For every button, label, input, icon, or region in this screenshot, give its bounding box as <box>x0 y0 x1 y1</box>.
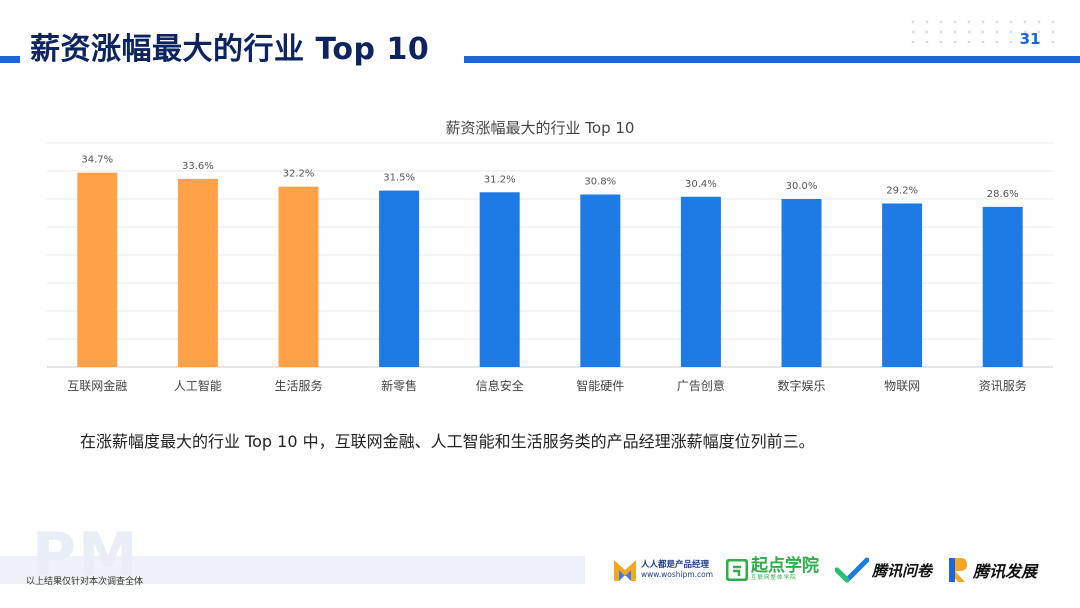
chart-category-label: 物联网 <box>884 379 920 393</box>
wenjuan-name: 腾讯问卷 <box>872 561 933 580</box>
chart-category-label: 生活服务 <box>274 378 322 393</box>
chart-value-label: 30.4% <box>685 179 717 190</box>
chart-title: 薪资涨幅最大的行业 Top 10 <box>446 119 635 137</box>
qidian-subtitle: 互联网整体学院 <box>751 575 797 582</box>
chart-bar <box>580 194 621 367</box>
page-title: 薪资涨幅最大的行业 Top 10 <box>30 32 430 67</box>
chart-value-label: 30.0% <box>786 181 818 192</box>
chart-bar <box>479 192 520 367</box>
title-rule <box>464 56 1080 63</box>
chart-value-label: 34.7% <box>81 155 113 166</box>
chart-bar <box>982 206 1023 367</box>
chart-category-label: 广告创意 <box>677 378 725 393</box>
chart-bar <box>177 178 218 367</box>
chart-caption: 在涨薪幅度最大的行业 Top 10 中，互联网金融、人工智能和生活服务类的产品经… <box>80 432 815 451</box>
chart-category-label: 信息安全 <box>476 378 524 393</box>
woshipm-name: 人人都是产品经理 <box>641 560 710 571</box>
chart-category-label: 资讯服务 <box>979 378 1027 393</box>
chart-category-label: 数字娱乐 <box>777 378 825 393</box>
chart-category-label: 智能硬件 <box>576 378 624 393</box>
chart-value-label: 30.8% <box>584 177 616 188</box>
footer-band <box>0 556 585 584</box>
chart-bars <box>77 172 1023 367</box>
chart-category-label: 互联网金融 <box>67 378 127 393</box>
chart-bar <box>278 186 319 367</box>
title-accent-bar <box>0 56 20 63</box>
fazhan-logo: 腾讯发展 <box>945 552 1037 588</box>
fazhan-name: 腾讯发展 <box>973 562 1038 581</box>
woshipm-url: www.woshipm.com <box>641 569 714 579</box>
chart-bar <box>882 203 923 367</box>
chart-bar <box>77 172 118 367</box>
woshipm-logo: 人人都是产品经理 www.woshipm.com <box>612 552 713 588</box>
chart-bar <box>781 199 822 367</box>
footer-note: 以上结果仅针对本次调查全体 <box>26 577 144 587</box>
wenjuan-check-icon <box>835 557 869 583</box>
page-number: 31 <box>1019 30 1041 48</box>
chart-category-label: 人工智能 <box>174 378 222 393</box>
chart-value-label: 32.2% <box>283 169 315 180</box>
chart-bar <box>680 196 721 367</box>
qidian-logo-icon <box>726 559 748 581</box>
chart-bar <box>379 190 420 367</box>
chart-value-labels: 34.7% 33.6% 32.2% 31.5% 31.2% 30.8% 30.4% 30.0%… <box>81 155 1018 200</box>
qidian-name: 起点学院 <box>751 556 819 577</box>
pm-watermark: PM <box>32 520 140 590</box>
bar-chart: 薪资涨幅最大的行业 Top 10 34.7% 33.6% 32.2% 31.5% 31.… <box>47 119 1053 393</box>
chart-value-label: 33.6% <box>182 161 214 172</box>
chart-value-label: 29.2% <box>886 185 918 196</box>
chart-value-label: 31.5% <box>383 173 415 184</box>
decorative-dot-grid <box>906 17 1056 43</box>
chart-category-labels: 互联网金融 人工智能 生活服务 新零售 信息安全 智能硬件 广告创意 数字娱乐 物联网 资讯服务 <box>67 378 1026 393</box>
qidian-logo: 起点学院 互联网整体学院 <box>726 552 819 588</box>
chart-value-label: 31.2% <box>484 174 516 185</box>
wenjuan-logo: 腾讯问卷 <box>835 552 932 588</box>
chart-category-label: 新零售 <box>381 378 417 393</box>
woshipm-logo-icon <box>614 560 636 581</box>
fazhan-logo-icon <box>949 558 967 582</box>
chart-value-label: 28.6% <box>987 189 1019 200</box>
